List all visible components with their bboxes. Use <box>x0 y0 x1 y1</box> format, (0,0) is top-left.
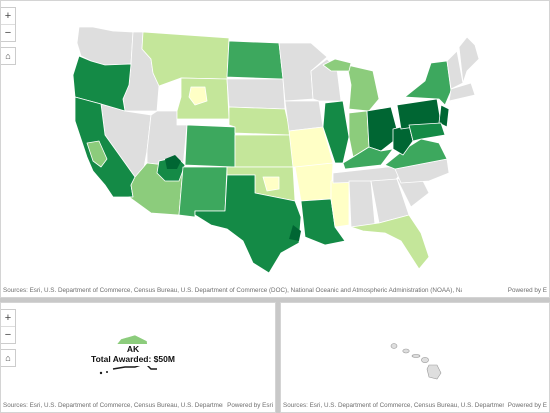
state-ms[interactable] <box>330 178 350 228</box>
state-nm[interactable] <box>178 166 228 218</box>
region-nv-dark <box>165 155 181 169</box>
region-tx-coast <box>289 225 301 241</box>
state-al[interactable] <box>348 180 376 228</box>
zoom-in-button[interactable]: + <box>4 10 12 22</box>
tooltip-state: AK <box>126 344 140 354</box>
region-ok-patch <box>262 176 280 192</box>
island-kauai[interactable] <box>390 343 398 349</box>
attribution-bar-hi: Sources: Esri, U.S. Department of Commer… <box>281 400 549 412</box>
state-ar[interactable] <box>294 162 334 202</box>
powered-by-esri-link-ak[interactable]: Powered by Esri <box>223 400 273 412</box>
attribution-text-hi: Sources: Esri, U.S. Department of Commer… <box>283 402 507 409</box>
zoom-control-ak: + − <box>1 309 16 344</box>
attribution-bar-ak: Sources: Esri, U.S. Department of Commer… <box>1 400 275 412</box>
state-ia[interactable] <box>284 100 324 132</box>
home-icon: ⌂ <box>5 353 11 363</box>
home-button[interactable]: ⌂ <box>1 47 16 65</box>
island-hawaii[interactable] <box>426 364 442 380</box>
state-ca[interactable] <box>74 96 136 198</box>
island-molokai[interactable] <box>411 354 421 358</box>
region-ca-coast <box>86 140 108 168</box>
main-map-view[interactable]: + − ⌂ Sources: Esri, U.S. Department of … <box>0 0 550 298</box>
state-fl[interactable] <box>350 214 430 270</box>
state-nd[interactable] <box>226 40 284 80</box>
state-ky[interactable] <box>342 146 394 170</box>
zoom-out-button[interactable]: − <box>1 24 15 41</box>
tooltip-value: Total Awarded: $50M <box>91 354 175 364</box>
home-icon: ⌂ <box>5 51 11 61</box>
state-co[interactable] <box>184 124 236 168</box>
state-tx[interactable] <box>194 174 302 274</box>
powered-by-esri-link-hi[interactable]: Powered by E <box>503 400 547 412</box>
zoom-in-button-ak[interactable]: + <box>4 312 12 324</box>
powered-by-esri-link[interactable]: Powered by E <box>503 285 547 297</box>
island-maui[interactable] <box>421 357 429 363</box>
state-ks[interactable] <box>234 134 294 168</box>
state-mi[interactable] <box>346 64 380 112</box>
state-nj[interactable] <box>438 104 450 128</box>
state-oh[interactable] <box>366 106 400 152</box>
state-ma-ct-ri[interactable] <box>448 82 476 102</box>
state-ne[interactable] <box>228 106 292 136</box>
map-tooltip: AK Total Awarded: $50M <box>90 344 176 366</box>
hawaii-map[interactable] <box>281 303 550 413</box>
region-wy-patch <box>188 86 208 106</box>
attribution-text-ak: Sources: Esri, U.S. Department of Commer… <box>3 402 232 409</box>
alaska-map-view[interactable]: + − ⌂ Sources: Esri, U.S. Department of … <box>0 302 276 413</box>
state-sd[interactable] <box>226 78 286 110</box>
region-mi-upper <box>322 58 352 72</box>
hawaii-map-view[interactable]: Sources: Esri, U.S. Department of Commer… <box>280 302 550 413</box>
attribution-bar: Sources: Esri, U.S. Department of Commer… <box>1 285 549 297</box>
home-button-ak[interactable]: ⌂ <box>1 349 16 367</box>
state-me[interactable] <box>458 36 480 84</box>
attribution-text: Sources: Esri, U.S. Department of Commer… <box>3 287 462 294</box>
island-oahu[interactable] <box>402 348 410 354</box>
state-or[interactable] <box>72 55 132 112</box>
zoom-control: + − <box>1 7 16 42</box>
state-ny[interactable] <box>404 60 452 106</box>
panel-divider-horizontal[interactable] <box>0 298 550 302</box>
conus-map[interactable] <box>1 1 550 298</box>
zoom-out-button-ak[interactable]: − <box>1 326 15 343</box>
panel-divider-vertical[interactable] <box>276 302 280 413</box>
state-md[interactable] <box>408 122 446 142</box>
